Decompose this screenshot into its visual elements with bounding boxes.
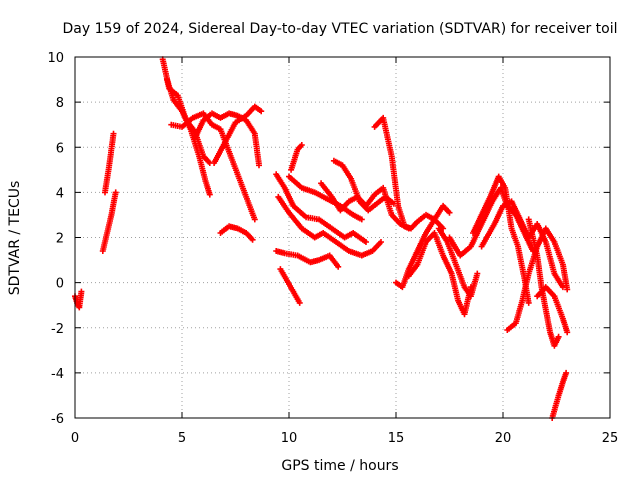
marker-trace-arc-18 xyxy=(371,114,447,232)
x-tick-label-20: 20 xyxy=(495,431,512,446)
marker-trace-arc-05 xyxy=(164,76,213,198)
marker-trace-arc-01 xyxy=(72,288,85,311)
marker-trace-arc-26 xyxy=(525,216,562,349)
marker-trace-arc-03 xyxy=(102,130,117,196)
y-tick-label-0: 0 xyxy=(56,277,64,292)
series-arc-11 xyxy=(275,193,384,259)
series-arc-10 xyxy=(273,171,369,245)
series-arc-13 xyxy=(273,248,342,270)
x-tick-label-10: 10 xyxy=(281,431,298,446)
series-arc-28 xyxy=(549,369,570,421)
marker-trace-arc-25 xyxy=(504,225,571,333)
y-tick-label--4: -4 xyxy=(51,367,64,382)
series-arc-04 xyxy=(159,56,213,166)
series-arc-25 xyxy=(504,225,571,333)
marker-trace-arc-21 xyxy=(435,225,481,300)
marker-trace-arc-14 xyxy=(277,266,303,306)
marker-trace-arc-12 xyxy=(288,142,305,173)
grid-lines xyxy=(75,57,610,418)
y-tick-label-8: 8 xyxy=(56,96,64,111)
series-arc-19 xyxy=(393,202,453,291)
y-tick-label-4: 4 xyxy=(56,186,64,201)
marker-trace-arc-02 xyxy=(99,189,119,254)
y-tick-label--2: -2 xyxy=(51,322,64,337)
x-axis-title: GPS time / hours xyxy=(281,458,398,474)
marker-trace-arc-19 xyxy=(393,202,453,291)
series-arc-17 xyxy=(330,157,397,214)
series-arc-06 xyxy=(168,110,258,223)
tick-labels: 0 5 10 15 20 25 -6 -4 -2 0 2 4 6 8 10 xyxy=(47,51,618,446)
series-arc-14 xyxy=(277,266,303,306)
marker-trace-arc-11 xyxy=(275,193,384,259)
x-tick-label-0: 0 xyxy=(71,431,79,446)
series-arc-03 xyxy=(102,130,117,196)
marker-trace-arc-28 xyxy=(549,369,570,421)
series-arc-02 xyxy=(99,189,119,254)
y-tick-label-2: 2 xyxy=(56,232,64,247)
marker-trace-arc-10 xyxy=(273,171,369,245)
marker-trace-arc-20 xyxy=(405,230,474,318)
y-tick-label--6: -6 xyxy=(51,412,64,427)
axis-ticks xyxy=(74,56,611,419)
series-arc-09 xyxy=(217,223,256,243)
x-tick-label-15: 15 xyxy=(388,431,405,446)
marker-trace-arc-27 xyxy=(534,284,571,336)
marker-trace-arc-13 xyxy=(273,248,342,270)
y-tick-label-10: 10 xyxy=(47,51,64,66)
marker-trace-arc-04 xyxy=(159,56,213,166)
marker-trace-arc-06 xyxy=(168,110,258,223)
y-tick-label-6: 6 xyxy=(56,141,64,156)
series-arc-01 xyxy=(72,288,85,311)
series-arc-12 xyxy=(288,142,305,173)
x-tick-label-25: 25 xyxy=(602,431,619,446)
series-arc-20 xyxy=(405,230,474,318)
chart-title: Day 159 of 2024, Sidereal Day-to-day VTE… xyxy=(62,21,617,37)
series-arc-18 xyxy=(371,114,447,232)
marker-trace-arc-17 xyxy=(330,157,397,214)
series-arc-08 xyxy=(211,103,265,166)
series-arc-05 xyxy=(164,76,213,198)
marker-trace-arc-09 xyxy=(217,223,256,243)
marker-trace-arc-08 xyxy=(211,103,265,166)
y-axis-title: SDTVAR / TECUs xyxy=(7,181,23,296)
series-arc-26 xyxy=(525,216,562,349)
x-tick-label-5: 5 xyxy=(178,431,186,446)
series-arc-21 xyxy=(435,225,481,300)
data-markers xyxy=(72,56,571,421)
series-arc-27 xyxy=(534,284,571,336)
